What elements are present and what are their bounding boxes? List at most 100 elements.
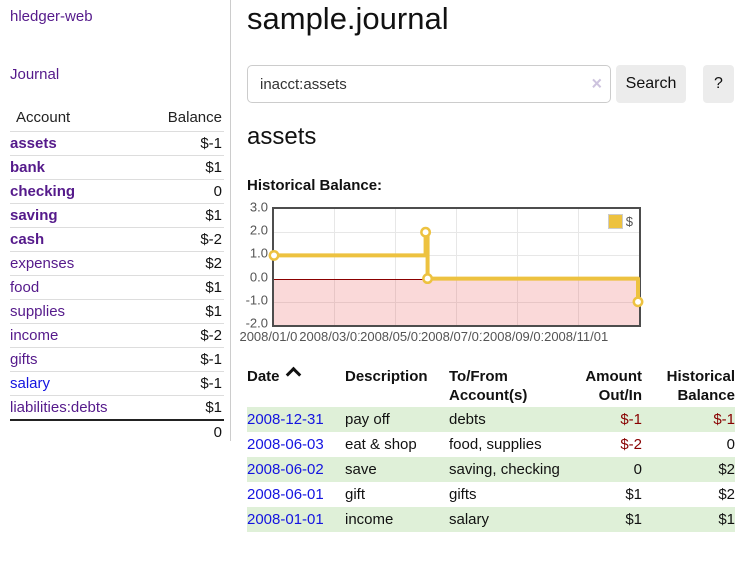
amount-column-header: Amount Out/In (585, 368, 642, 404)
date-link[interactable]: 2008-06-03 (247, 436, 324, 453)
vertical-gridline (517, 209, 519, 325)
accounts-header-row: Account Balance (10, 106, 224, 132)
data-point-marker (268, 249, 280, 261)
historical-balance-chart: $ 2008/01/01 2008/03/01 2008/05/01 2008/07/… (238, 200, 742, 351)
clear-search-icon[interactable]: × (591, 73, 602, 94)
amount-cell: $-2 (620, 436, 642, 453)
sidebar: hledger-web Journal Account Balance asse… (0, 0, 231, 441)
account-row: bank $1 (10, 155, 224, 180)
account-balance: $2 (205, 255, 222, 272)
date-column-header[interactable]: Date (247, 365, 345, 407)
account-balance: $-1 (200, 351, 222, 368)
account-row: liabilities:debts $1 (10, 395, 224, 421)
negative-region (274, 278, 639, 325)
account-row: expenses $2 (10, 251, 224, 276)
account-link-salary[interactable]: salary (10, 375, 51, 392)
account-row: checking 0 (10, 179, 224, 204)
sidebar-nav: Journal (10, 66, 230, 84)
y-tick-label: 1.0 (249, 245, 268, 261)
description-cell: eat & shop (345, 436, 417, 453)
balance-cell: $2 (718, 486, 735, 503)
account-row: salary $-1 (10, 371, 224, 396)
search-form: × Search ? (247, 65, 742, 103)
description-cell: income (345, 511, 394, 528)
account-link-cash[interactable]: cash (10, 231, 45, 248)
account-balance: $1 (205, 303, 222, 320)
account-link-bank[interactable]: bank (10, 159, 46, 176)
account-link-income[interactable]: income (10, 327, 59, 344)
description-cell: gift (345, 486, 366, 503)
horizontal-gridline (274, 301, 639, 303)
x-tick-label: 2008/05/01 (359, 329, 427, 344)
x-tick-label: 2008/09/01 (481, 329, 549, 344)
account-row: supplies $1 (10, 299, 224, 324)
vertical-gridline (455, 209, 457, 325)
app-title-link[interactable]: hledger-web (10, 8, 93, 25)
y-tick-label: 3.0 (249, 199, 268, 215)
horizontal-gridline (274, 232, 639, 234)
vertical-gridline (333, 209, 335, 325)
account-link-checking[interactable]: checking (10, 183, 76, 200)
account-balance: $-1 (200, 375, 222, 392)
balance-cell: $-1 (713, 411, 735, 428)
search-field-wrap: × (247, 65, 611, 103)
account-row: income $-2 (10, 323, 224, 348)
chart-label: Historical Balance: (247, 177, 383, 194)
accounts-cell: saving, checking (449, 461, 560, 478)
register-row: 2008-12-31 pay off debts $-1 $-1 (247, 407, 735, 432)
accounts-total: 0 (213, 424, 222, 441)
sidebar-item-journal[interactable]: Journal (10, 66, 60, 83)
accounts-table: Account Balance assets $-1 bank $1 checkin… (10, 106, 224, 444)
date-link[interactable]: 2008-06-01 (247, 486, 324, 503)
legend-label: $ (625, 214, 633, 229)
account-link-assets[interactable]: assets (10, 135, 57, 152)
x-tick-label: 2008/07/01 (419, 329, 488, 344)
amount-cell: $1 (625, 486, 642, 503)
account-link-supplies[interactable]: supplies (10, 303, 66, 320)
legend-swatch (607, 214, 623, 229)
search-input[interactable] (247, 65, 611, 103)
vertical-gridline (394, 209, 396, 325)
account-row: saving $1 (10, 203, 224, 228)
date-link[interactable]: 2008-12-31 (247, 411, 324, 428)
y-tick-label: 2.0 (249, 222, 268, 238)
account-balance: 0 (213, 183, 222, 200)
account-row: gifts $-1 (10, 347, 224, 372)
account-link-expenses[interactable]: expenses (10, 255, 75, 272)
horizontal-gridline (274, 255, 639, 257)
data-point-marker (422, 273, 434, 285)
sort-ascending-icon (285, 366, 301, 383)
chart-plot-area[interactable]: $ (268, 207, 644, 327)
accounts-cell: debts (449, 411, 486, 428)
balance-column-header: Historical Balance (666, 368, 735, 404)
account-balance: $1 (205, 399, 222, 416)
account-link-liabilities-debts[interactable]: liabilities:debts (10, 399, 108, 416)
account-link-gifts[interactable]: gifts (10, 351, 38, 368)
account-link-food[interactable]: food (10, 279, 40, 296)
register-row: 2008-01-01 income salary $1 $1 (247, 507, 735, 532)
account-balance: $-2 (200, 231, 222, 248)
amount-cell: $1 (625, 511, 642, 528)
register-row: 2008-06-01 gift gifts $1 $2 (247, 482, 735, 507)
x-tick-label: 2008/01/01 (238, 329, 306, 344)
chart-legend: $ (605, 213, 635, 230)
help-button[interactable]: ? (703, 65, 734, 103)
account-column-header: Account (16, 109, 71, 126)
y-tick-label: 0.0 (249, 269, 268, 285)
balance-series (268, 226, 644, 308)
account-row: assets $-1 (10, 131, 224, 156)
description-cell: pay off (345, 411, 390, 428)
page-title: sample.journal (247, 1, 449, 36)
balance-column-header: Balance (167, 109, 222, 126)
app-title: hledger-web (10, 8, 230, 26)
account-link-saving[interactable]: saving (10, 207, 58, 224)
account-balance: $-2 (200, 327, 222, 344)
search-button[interactable]: Search (616, 65, 686, 103)
account-page-title: assets (247, 123, 317, 150)
date-link[interactable]: 2008-01-01 (247, 511, 324, 528)
vertical-gridline (578, 209, 580, 325)
balance-cell: 0 (726, 436, 735, 453)
date-link[interactable]: 2008-06-02 (247, 461, 324, 478)
description-column-header: Description (345, 368, 428, 385)
x-tick-label: 2008/03/01 (298, 329, 366, 344)
